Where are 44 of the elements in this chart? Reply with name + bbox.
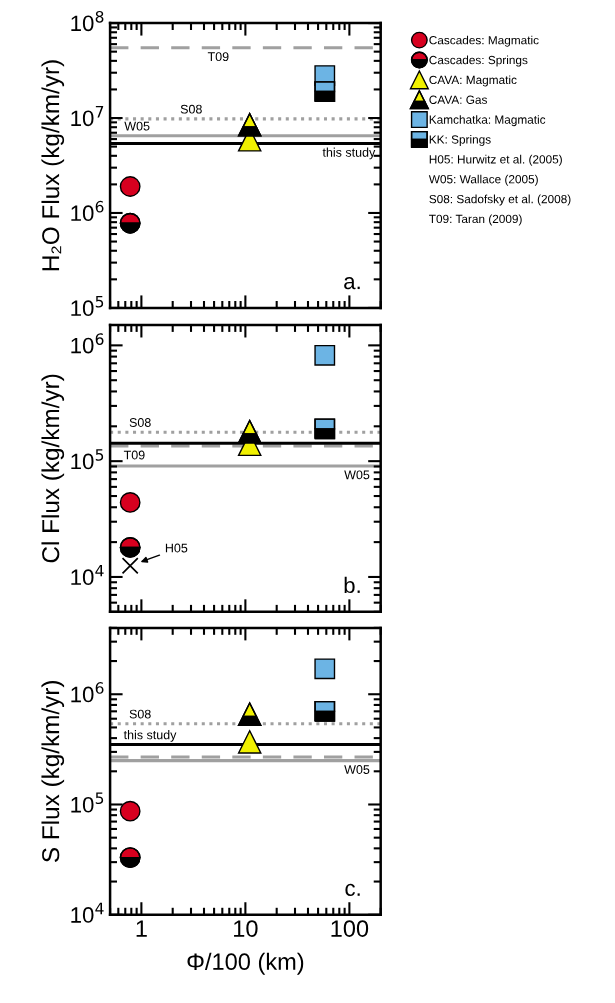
x-tick-label: 100 — [331, 920, 369, 937]
y-tick-label: 10$^{5}$ — [71, 792, 104, 813]
legend-label: CAVA: Magmatic — [429, 75, 517, 87]
y-axis-title: S Flux (kg/km/yr) — [41, 680, 65, 863]
y-tick-label: 10$^{6}$ — [71, 682, 104, 703]
point — [314, 344, 336, 366]
x-tick-label: 1 — [136, 920, 147, 937]
x-axis-title: Φ/100 (km) — [187, 952, 304, 975]
annotation: b. — [344, 576, 360, 594]
point — [119, 176, 141, 197]
annotation: H05 — [165, 543, 188, 553]
legend-label: CAVA: Gas — [429, 95, 487, 104]
y-tick-label: 10$^{8}$ — [71, 10, 104, 32]
legend-label: KK: Springs — [429, 135, 491, 146]
y-tick-label: 10$^{6}$ — [71, 333, 104, 354]
annotation: a. — [344, 277, 360, 290]
point — [119, 492, 141, 513]
y-tick-label: 10$^{5}$ — [71, 449, 104, 470]
legend-label: Kamchatka: Magmatic — [429, 115, 546, 127]
ref-line-label: W05 — [344, 765, 370, 774]
ref-line-label: S08 — [180, 104, 202, 114]
legend-label: Cascades: Magmatic — [429, 35, 539, 47]
y-axis-title: H₂O Flux (kg/km/yr) — [41, 60, 65, 271]
y-tick-label: 10$^{6}$ — [71, 200, 104, 222]
x-tick-label: 10 — [234, 920, 258, 937]
ref-line-label: S08 — [129, 418, 151, 427]
text: H05: Hurwitz et al. (2005) — [429, 154, 562, 166]
ref-line-label: this study — [322, 147, 376, 160]
y-axis-title: Cl Flux (kg/km/yr) — [41, 374, 65, 563]
ref-line-label: W05 — [344, 470, 370, 480]
ref-line-label: T09 — [207, 52, 229, 62]
text: W05: Wallace (2005) — [428, 174, 538, 186]
y-tick-label: 10$^{5}$ — [71, 295, 104, 317]
ref-line-label: T09 — [123, 450, 145, 460]
y-tick-label: 10$^{7}$ — [71, 106, 104, 127]
y-tick-label: 10$^{4}$ — [71, 902, 104, 923]
ref-line-label: W05 — [124, 121, 150, 131]
text: S08: Sadofsky et al. (2008) — [429, 194, 571, 206]
ref-line-label: S08 — [129, 709, 151, 719]
ref-line-label: this study — [123, 730, 177, 742]
legend-label: Cascades: Springs — [429, 55, 528, 67]
y-tick-label: 10$^{4}$ — [71, 565, 104, 586]
text: T09: Taran (2009) — [429, 214, 522, 226]
annotation: c. — [345, 883, 360, 896]
